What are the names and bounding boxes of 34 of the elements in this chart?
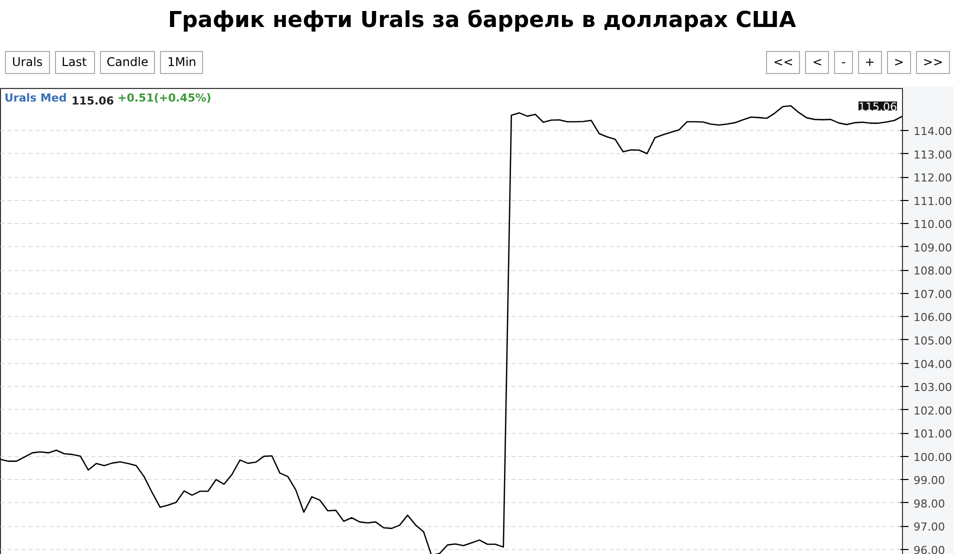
text: >> bbox=[916, 51, 950, 74]
text: 1Min bbox=[160, 51, 204, 74]
text: + bbox=[858, 51, 882, 74]
y-tick-label: 99.00 bbox=[914, 474, 945, 488]
y-tick-label: 100.00 bbox=[914, 450, 952, 464]
text: Last bbox=[54, 51, 95, 74]
text: < bbox=[805, 51, 830, 74]
text: << bbox=[766, 51, 800, 74]
annotation: +0.51(+0.45%) bbox=[118, 92, 212, 104]
y-tick-label: 110.00 bbox=[914, 218, 952, 232]
annotation: Urals Med bbox=[4, 92, 67, 104]
y-tick-label: 114.00 bbox=[914, 125, 952, 138]
text: Candle bbox=[100, 51, 156, 74]
y-tick-label: 113.00 bbox=[914, 148, 952, 162]
y-tick-label: 108.00 bbox=[914, 264, 952, 278]
y-tick-label: 101.00 bbox=[914, 428, 952, 441]
y-tick-label: 107.00 bbox=[914, 288, 952, 301]
annotation: 115.06 bbox=[72, 94, 114, 108]
y-tick-label: 104.00 bbox=[914, 358, 952, 371]
text: - bbox=[834, 51, 853, 74]
chart-title: График нефти Urals за баррель в долларах США bbox=[167, 7, 797, 35]
y-tick-label: 106.00 bbox=[914, 311, 952, 324]
y-tick-label: 109.00 bbox=[914, 241, 952, 254]
y-tick-label: 105.00 bbox=[914, 334, 952, 348]
y-tick-label: 102.00 bbox=[914, 404, 952, 418]
text: Urals bbox=[5, 51, 50, 74]
annotation: 115.06 bbox=[858, 100, 897, 114]
y-tick-label: 103.00 bbox=[914, 381, 952, 394]
y-tick-label: 97.00 bbox=[914, 520, 945, 534]
text: > bbox=[886, 51, 911, 74]
y-tick-label: 112.00 bbox=[914, 172, 952, 185]
y-tick-label: 111.00 bbox=[914, 194, 952, 208]
y-tick-label: 96.00 bbox=[914, 544, 945, 554]
y-tick-label: 98.00 bbox=[914, 497, 945, 510]
